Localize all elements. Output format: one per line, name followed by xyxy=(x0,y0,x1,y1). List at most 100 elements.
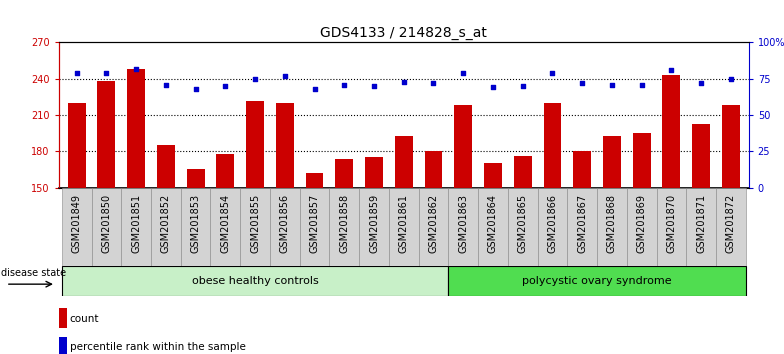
Bar xyxy=(216,154,234,354)
Bar xyxy=(508,188,538,266)
Point xyxy=(457,70,470,76)
Bar xyxy=(359,188,389,266)
Text: GSM201855: GSM201855 xyxy=(250,194,260,253)
Bar xyxy=(478,188,508,266)
Point xyxy=(635,82,648,87)
Text: GSM201863: GSM201863 xyxy=(458,194,468,253)
Text: GSM201851: GSM201851 xyxy=(131,194,141,253)
Bar xyxy=(454,105,472,354)
Point xyxy=(665,67,677,73)
Point xyxy=(338,82,350,87)
Bar xyxy=(603,136,621,354)
Bar xyxy=(210,188,240,266)
Bar xyxy=(389,188,419,266)
Point xyxy=(189,86,201,92)
Point xyxy=(160,82,172,87)
Bar xyxy=(151,188,181,266)
Text: GSM201858: GSM201858 xyxy=(339,194,350,253)
Point xyxy=(308,86,321,92)
Bar xyxy=(246,101,264,354)
Bar xyxy=(62,266,448,296)
Point xyxy=(249,76,261,81)
Text: GSM201864: GSM201864 xyxy=(488,194,498,253)
Text: GSM201854: GSM201854 xyxy=(220,194,230,253)
Text: GSM201861: GSM201861 xyxy=(399,194,408,253)
Text: GSM201849: GSM201849 xyxy=(71,194,82,253)
Bar xyxy=(92,188,122,266)
Bar xyxy=(157,145,175,354)
Bar xyxy=(597,188,626,266)
Bar xyxy=(59,308,67,328)
Point xyxy=(695,80,707,86)
Bar xyxy=(568,188,597,266)
Bar xyxy=(127,69,145,354)
Point xyxy=(546,70,559,76)
Bar xyxy=(626,188,656,266)
Bar xyxy=(187,170,205,354)
Text: disease state: disease state xyxy=(1,268,67,278)
Bar xyxy=(59,337,67,354)
Point xyxy=(724,76,737,81)
Bar xyxy=(67,103,85,354)
Text: percentile rank within the sample: percentile rank within the sample xyxy=(70,342,245,352)
Bar xyxy=(484,164,502,354)
Bar xyxy=(514,156,532,354)
Bar xyxy=(365,158,383,354)
Bar xyxy=(329,188,359,266)
Point xyxy=(487,85,499,90)
Text: GSM201867: GSM201867 xyxy=(577,194,587,253)
Bar xyxy=(716,188,746,266)
Point xyxy=(219,83,231,89)
Text: GSM201862: GSM201862 xyxy=(429,194,438,253)
Text: obese healthy controls: obese healthy controls xyxy=(192,275,318,286)
Point xyxy=(427,80,440,86)
Text: GSM201866: GSM201866 xyxy=(547,194,557,253)
Text: GSM201856: GSM201856 xyxy=(280,194,290,253)
Bar xyxy=(97,81,115,354)
Text: count: count xyxy=(70,314,100,324)
Text: GSM201869: GSM201869 xyxy=(637,194,647,253)
Bar xyxy=(276,103,294,354)
Bar xyxy=(336,159,354,354)
Title: GDS4133 / 214828_s_at: GDS4133 / 214828_s_at xyxy=(321,26,487,40)
Bar xyxy=(62,188,92,266)
Bar xyxy=(270,188,299,266)
Bar xyxy=(181,188,210,266)
Bar xyxy=(395,136,412,354)
Bar xyxy=(686,188,716,266)
Bar xyxy=(692,124,710,354)
Text: GSM201871: GSM201871 xyxy=(696,194,706,253)
Bar xyxy=(633,133,651,354)
Text: GSM201859: GSM201859 xyxy=(369,194,379,253)
Bar xyxy=(306,173,324,354)
Bar xyxy=(299,188,329,266)
Bar xyxy=(448,266,746,296)
Bar xyxy=(543,103,561,354)
Bar xyxy=(240,188,270,266)
Bar xyxy=(722,105,740,354)
Point xyxy=(606,82,619,87)
Text: GSM201868: GSM201868 xyxy=(607,194,617,253)
Bar xyxy=(122,188,151,266)
Point xyxy=(397,79,410,85)
Text: GSM201872: GSM201872 xyxy=(726,194,736,253)
Bar xyxy=(448,188,478,266)
Text: GSM201865: GSM201865 xyxy=(517,194,528,253)
Point xyxy=(576,80,589,86)
Bar xyxy=(656,188,686,266)
Point xyxy=(71,70,83,76)
Bar xyxy=(425,152,442,354)
Bar xyxy=(573,152,591,354)
Text: GSM201853: GSM201853 xyxy=(191,194,201,253)
Bar xyxy=(662,75,681,354)
Text: GSM201870: GSM201870 xyxy=(666,194,677,253)
Point xyxy=(517,83,529,89)
Bar xyxy=(538,188,568,266)
Point xyxy=(100,70,113,76)
Text: GSM201852: GSM201852 xyxy=(161,194,171,253)
Point xyxy=(278,73,291,79)
Text: GSM201850: GSM201850 xyxy=(101,194,111,253)
Point xyxy=(130,66,143,72)
Text: polycystic ovary syndrome: polycystic ovary syndrome xyxy=(522,275,672,286)
Point xyxy=(368,83,380,89)
